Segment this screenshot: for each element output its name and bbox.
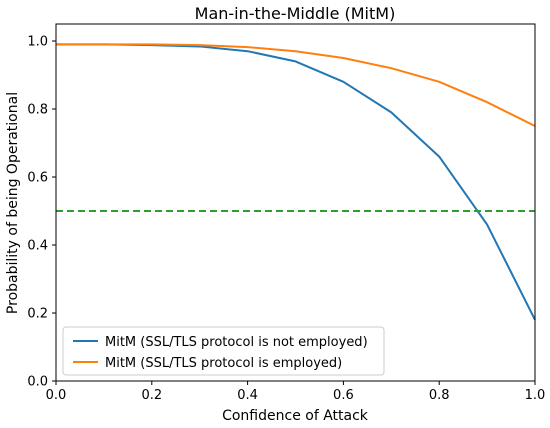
x-tick-label: 0.6 <box>333 388 354 403</box>
legend-label-not-employed: MitM (SSL/TLS protocol is not employed) <box>105 335 368 350</box>
series-line-employed <box>56 43 536 127</box>
y-tick-label: 1.0 <box>27 35 48 50</box>
legend-box <box>62 326 385 376</box>
x-tick-label: 0.0 <box>46 388 67 403</box>
x-tick-label: 0.4 <box>237 388 258 403</box>
y-tick-label: 0.0 <box>27 375 48 390</box>
plot-area <box>56 24 535 381</box>
chart-title: Man-in-the-Middle (MitM) <box>195 4 396 23</box>
y-axis-label: Probability of being Operational <box>5 92 21 314</box>
legend: MitM (SSL/TLS protocol is not employed) … <box>62 326 385 376</box>
y-tick-label: 0.8 <box>27 103 48 118</box>
y-tick-label: 0.6 <box>27 171 48 186</box>
series-layer <box>56 43 536 321</box>
x-axis-label: Confidence of Attack <box>222 408 369 424</box>
x-tick-label: 1.0 <box>525 388 546 403</box>
y-axis: 0.0 0.2 0.4 0.6 0.8 1.0 <box>27 35 56 390</box>
x-tick-label: 0.8 <box>429 388 450 403</box>
legend-label-employed: MitM (SSL/TLS protocol is employed) <box>105 356 342 371</box>
plot-frame <box>55 23 536 382</box>
y-tick-label: 0.4 <box>27 239 48 254</box>
x-tick-label: 0.2 <box>141 388 162 403</box>
x-axis: 0.0 0.2 0.4 0.6 0.8 1.0 <box>46 381 546 403</box>
y-tick-label: 0.2 <box>27 307 48 322</box>
